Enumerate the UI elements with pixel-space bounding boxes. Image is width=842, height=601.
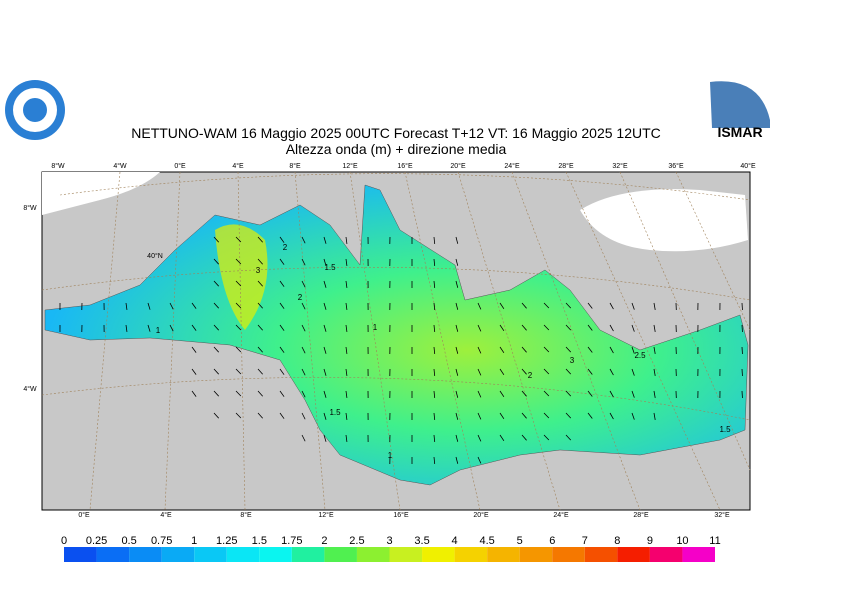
- colorbar-box: [64, 547, 97, 562]
- colorbar-box: [194, 547, 227, 562]
- graticule-label: 12°E: [342, 162, 358, 170]
- graticule-label: 20°E: [450, 162, 466, 170]
- colorbar-box: [682, 547, 715, 562]
- graticule-label: 0°E: [174, 162, 186, 170]
- colorbar-box: [650, 547, 683, 562]
- contour-label: 2.5: [634, 351, 646, 360]
- colorbar-box: [97, 547, 130, 562]
- graticule-label: 4°E: [160, 511, 172, 519]
- graticule-label: 28°E: [633, 511, 649, 519]
- colorbar-box: [357, 547, 390, 562]
- graticule-label: 24°E: [504, 162, 520, 170]
- graticule-label: 4°E: [232, 162, 244, 170]
- graticule-label: 8°W: [51, 162, 65, 170]
- colorbar-label: 2: [321, 535, 327, 547]
- contour-label: 1: [373, 323, 378, 332]
- colorbar-box: [227, 547, 260, 562]
- colorbar-box: [324, 547, 357, 562]
- colorbar-label: 8: [614, 535, 620, 547]
- subtitle: Altezza onda (m) + direzione media: [286, 141, 507, 157]
- colorbar-box: [422, 547, 455, 562]
- colorbar-box: [487, 547, 520, 562]
- logo-left: [5, 80, 65, 140]
- contour-label: 1.5: [719, 425, 731, 434]
- contour-label: 3: [570, 356, 575, 365]
- colorbar-label: 9: [647, 535, 653, 547]
- colorbar-box: [259, 547, 292, 562]
- colorbar-label: 3: [386, 535, 392, 547]
- colorbar-box: [455, 547, 488, 562]
- title: NETTUNO-WAM 16 Maggio 2025 00UTC Forecas…: [131, 125, 661, 141]
- colorbar-box: [585, 547, 618, 562]
- contour-label: 2: [528, 371, 533, 380]
- colorbar-box: [292, 547, 325, 562]
- contour-label: 2: [298, 293, 303, 302]
- colorbar-box: [129, 547, 162, 562]
- colorbar-label: 0.5: [121, 535, 136, 547]
- map: [42, 172, 750, 510]
- colorbar-label: 6: [549, 535, 555, 547]
- graticule-label: 16°E: [393, 511, 409, 519]
- colorbar-label: 2.5: [349, 535, 364, 547]
- graticule-label: 28°E: [558, 162, 574, 170]
- graticule-label: 32°E: [612, 162, 628, 170]
- colorbar-box: [520, 547, 553, 562]
- contour-label: 1.5: [329, 408, 341, 417]
- graticule-label: 12°E: [318, 511, 334, 519]
- graticule-label: 40°E: [740, 162, 756, 170]
- graticule-label: 4°W: [23, 385, 37, 393]
- graticule-label: 40°N: [147, 252, 163, 260]
- colorbar-box: [552, 547, 585, 562]
- colorbar-label: 5: [517, 535, 523, 547]
- colorbar-label: 10: [676, 535, 688, 547]
- colorbar-label: 1.5: [252, 535, 267, 547]
- contour-label: 2: [283, 243, 288, 252]
- contour-label: 1: [388, 451, 393, 460]
- colorbar-label: 3.5: [414, 535, 429, 547]
- colorbar-label: 7: [582, 535, 588, 547]
- contour-label: 1: [156, 326, 161, 335]
- graticule-label: 36°E: [668, 162, 684, 170]
- colorbar-box: [162, 547, 195, 562]
- colorbar-label: 1: [191, 535, 197, 547]
- graticule-label: 20°E: [473, 511, 489, 519]
- contour-label: 3: [256, 266, 261, 275]
- colorbar-label: 0.25: [86, 535, 107, 547]
- graticule-label: 4°W: [113, 162, 127, 170]
- colorbar-box: [617, 547, 650, 562]
- graticule-label: 16°E: [397, 162, 413, 170]
- colorbar-label: 1.75: [281, 535, 302, 547]
- colorbar-label: 4.5: [480, 535, 495, 547]
- colorbar-box: [390, 547, 423, 562]
- graticule-label: 24°E: [553, 511, 569, 519]
- graticule-label: 32°E: [714, 511, 730, 519]
- colorbar-label: 11: [709, 535, 720, 547]
- colorbar-label: 4: [452, 535, 458, 547]
- graticule-label: 8°E: [240, 511, 252, 519]
- colorbar-label: 0: [61, 535, 67, 547]
- graticule-label: 8°W: [23, 204, 37, 212]
- logo-right: ISMAR: [708, 78, 770, 140]
- contour-label: 1.5: [324, 263, 336, 272]
- graticule-label: 8°E: [289, 162, 301, 170]
- logo-text: ISMAR: [717, 124, 762, 140]
- colorbar-label: 1.25: [216, 535, 237, 547]
- graticule-label: 0°E: [78, 511, 90, 519]
- colorbar-label: 0.75: [151, 535, 172, 547]
